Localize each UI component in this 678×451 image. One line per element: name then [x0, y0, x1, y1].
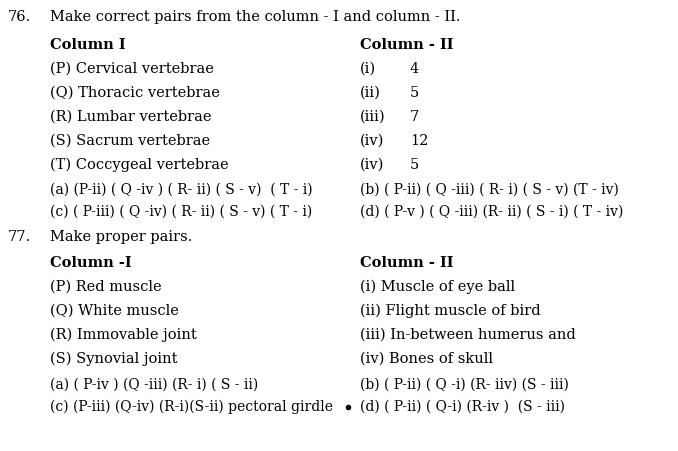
- Text: (S) Sacrum vertebrae: (S) Sacrum vertebrae: [50, 134, 210, 148]
- Text: (ii): (ii): [360, 86, 381, 100]
- Text: (P) Red muscle: (P) Red muscle: [50, 280, 161, 294]
- Text: (R) Immovable joint: (R) Immovable joint: [50, 328, 197, 342]
- Text: (Q) Thoracic vertebrae: (Q) Thoracic vertebrae: [50, 86, 220, 100]
- Text: Column - II: Column - II: [360, 38, 454, 52]
- Text: (i): (i): [360, 62, 376, 76]
- Text: (b) ( P-ii) ( Q -iii) ( R- i) ( S - v) (T - iv): (b) ( P-ii) ( Q -iii) ( R- i) ( S - v) (…: [360, 183, 619, 197]
- Text: 5: 5: [410, 158, 419, 172]
- Text: (Q) White muscle: (Q) White muscle: [50, 304, 179, 318]
- Text: Column - II: Column - II: [360, 256, 454, 270]
- Text: 77.: 77.: [8, 230, 31, 244]
- Text: (a) ( P-iv ) (Q -iii) (R- i) ( S - ii): (a) ( P-iv ) (Q -iii) (R- i) ( S - ii): [50, 378, 258, 392]
- Text: (iv): (iv): [360, 134, 384, 148]
- Text: 4: 4: [410, 62, 419, 76]
- Text: (P) Cervical vertebrae: (P) Cervical vertebrae: [50, 62, 214, 76]
- Text: 12: 12: [410, 134, 428, 148]
- Text: Make proper pairs.: Make proper pairs.: [50, 230, 193, 244]
- Text: (iv) Bones of skull: (iv) Bones of skull: [360, 352, 493, 366]
- Text: 5: 5: [410, 86, 419, 100]
- Text: (R) Lumbar vertebrae: (R) Lumbar vertebrae: [50, 110, 212, 124]
- Text: 7: 7: [410, 110, 419, 124]
- Text: Column -I: Column -I: [50, 256, 132, 270]
- Text: Column I: Column I: [50, 38, 125, 52]
- Text: (c) ( P-iii) ( Q -iv) ( R- ii) ( S - v) ( T - i): (c) ( P-iii) ( Q -iv) ( R- ii) ( S - v) …: [50, 205, 313, 219]
- Text: (T) Coccygeal vertebrae: (T) Coccygeal vertebrae: [50, 158, 228, 172]
- Text: (b) ( P-ii) ( Q -i) (R- iiv) (S - iii): (b) ( P-ii) ( Q -i) (R- iiv) (S - iii): [360, 378, 569, 392]
- Text: (a) (P-ii) ( Q -iv ) ( R- ii) ( S - v)  ( T - i): (a) (P-ii) ( Q -iv ) ( R- ii) ( S - v) (…: [50, 183, 313, 197]
- Text: (S) Synovial joint: (S) Synovial joint: [50, 352, 178, 366]
- Text: (iii): (iii): [360, 110, 386, 124]
- Text: (d) ( P-v ) ( Q -iii) (R- ii) ( S - i) ( T - iv): (d) ( P-v ) ( Q -iii) (R- ii) ( S - i) (…: [360, 205, 623, 219]
- Text: (c) (P-iii) (Q-iv) (R-i)(S-ii) pectoral girdle: (c) (P-iii) (Q-iv) (R-i)(S-ii) pectoral …: [50, 400, 333, 414]
- Text: (iv): (iv): [360, 158, 384, 172]
- Text: Make correct pairs from the column - I and column - II.: Make correct pairs from the column - I a…: [50, 10, 460, 24]
- Text: 76.: 76.: [8, 10, 31, 24]
- Text: (ii) Flight muscle of bird: (ii) Flight muscle of bird: [360, 304, 540, 318]
- Text: (iii) In-between humerus and: (iii) In-between humerus and: [360, 328, 576, 342]
- Text: (d) ( P-ii) ( Q-i) (R-iv )  (S - iii): (d) ( P-ii) ( Q-i) (R-iv ) (S - iii): [360, 400, 565, 414]
- Text: (i) Muscle of eye ball: (i) Muscle of eye ball: [360, 280, 515, 295]
